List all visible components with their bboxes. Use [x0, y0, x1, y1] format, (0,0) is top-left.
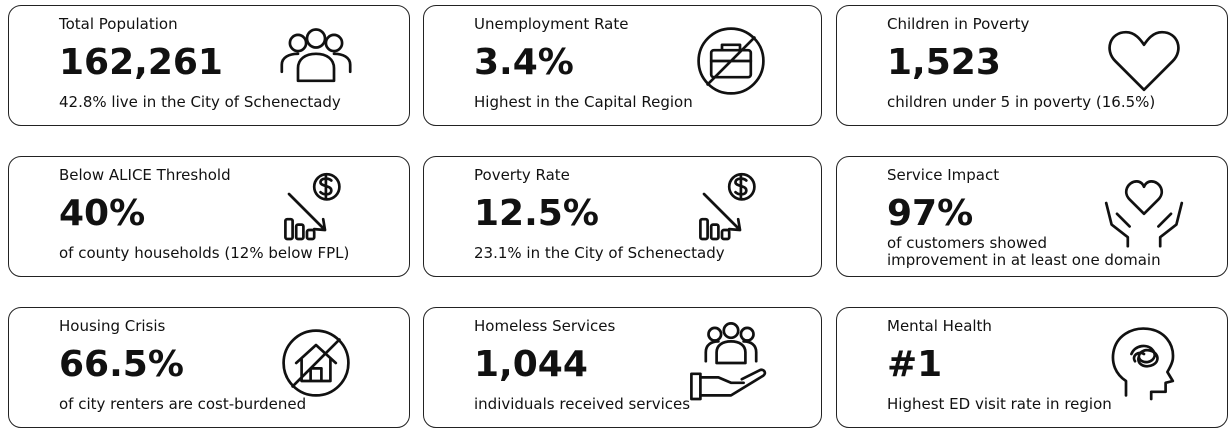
- stat-card: Homeless Services 1,044 individuals receiv…: [423, 307, 822, 428]
- icon-part: [284, 217, 294, 241]
- description-line: Highest ED visit rate in region: [887, 395, 1112, 413]
- icon-part: [305, 228, 316, 241]
- card-label: Children in Poverty: [887, 15, 1030, 33]
- description-line: improvement in at least one domain: [887, 251, 1161, 269]
- icon: [284, 172, 341, 241]
- card-value: 162,261: [59, 42, 223, 83]
- icon-part: [312, 172, 341, 201]
- icon-part: [702, 192, 742, 232]
- card-value: 3.4%: [474, 42, 574, 83]
- card-description: children under 5 in poverty (16.5%): [887, 94, 1155, 111]
- icon-part: [720, 228, 731, 241]
- stat-card: Housing Crisis 66.5% of city renters are c…: [8, 307, 410, 428]
- stat-card: Mental Health #1 Highest ED visit rate in …: [836, 307, 1228, 428]
- card-label: Housing Crisis: [59, 317, 166, 335]
- card-label: Homeless Services: [474, 317, 616, 335]
- icon-part: [690, 372, 702, 401]
- stat-card: Poverty Rate 12.5% 23.1% in the City of Sc…: [423, 156, 822, 277]
- icon: [699, 172, 756, 241]
- card-value: 66.5%: [59, 344, 184, 385]
- icon-part: [704, 340, 758, 365]
- icon-part: [727, 172, 756, 201]
- stat-card: Unemployment Rate 3.4% Highest in the Capi…: [423, 5, 822, 126]
- icon-part: [287, 192, 327, 232]
- icon-part: [1108, 30, 1180, 92]
- card-value: 12.5%: [474, 193, 599, 234]
- icon-part: [324, 33, 344, 53]
- card-label: Total Population: [59, 15, 178, 33]
- icon-part: [1111, 327, 1175, 401]
- card-value: #1: [887, 344, 943, 385]
- icon-part: [707, 326, 723, 342]
- description-line: children under 5 in poverty (16.5%): [887, 93, 1156, 111]
- icon-part: [288, 33, 308, 53]
- card-value: 1,523: [887, 42, 1001, 83]
- card-description: Highest ED visit rate in region: [887, 396, 1112, 413]
- card-value: 1,044: [474, 344, 588, 385]
- card-label: Below ALICE Threshold: [59, 166, 231, 184]
- icon: [690, 322, 767, 401]
- description-line: of customers showed: [887, 234, 1047, 252]
- icon-part: [305, 28, 327, 49]
- icon: [1111, 327, 1175, 401]
- icon-part: [1104, 201, 1184, 248]
- card-description: of city renters are cost-burdened: [59, 396, 306, 413]
- card-value: 97%: [887, 193, 974, 234]
- icon-part: [699, 368, 767, 397]
- icon-part: [280, 52, 352, 83]
- icon-part: [1124, 180, 1164, 216]
- description-line: of county households (12% below FPL): [59, 244, 350, 262]
- card-label: Service Impact: [887, 166, 1000, 184]
- icon-part: [739, 326, 755, 342]
- icon-part: [697, 27, 765, 95]
- card-description: 42.8% live in the City of Schenectady: [59, 94, 341, 111]
- card-description: of county households (12% below FPL): [59, 245, 349, 262]
- card-label: Mental Health: [887, 317, 992, 335]
- icon-part: [699, 217, 709, 241]
- description-line: Highest in the Capital Region: [474, 93, 693, 111]
- card-description: Highest in the Capital Region: [474, 94, 693, 111]
- icon-part: [709, 48, 753, 79]
- icon-part: [1130, 344, 1159, 368]
- icon: [1104, 180, 1184, 248]
- icon-part: [319, 174, 333, 199]
- icon-part: [709, 223, 720, 241]
- description-line: of city renters are cost-burdened: [59, 395, 307, 413]
- icon: [282, 329, 350, 397]
- icon-part: [706, 36, 756, 86]
- card-value: 40%: [59, 193, 146, 234]
- stat-card: Children in Poverty 1,523 children under 5…: [836, 5, 1228, 126]
- description-line: individuals received services: [474, 395, 691, 413]
- card-description: 23.1% in the City of Schenectady: [474, 245, 725, 262]
- stat-card: Total Population 162,261 42.8% live in the…: [8, 5, 410, 126]
- icon: [280, 28, 352, 83]
- card-label: Unemployment Rate: [474, 15, 629, 33]
- icon-part: [291, 338, 341, 388]
- stat-card: Below ALICE Threshold 40% of county househ…: [8, 156, 410, 277]
- icon-part: [734, 174, 748, 199]
- icon: [697, 27, 765, 95]
- card-label: Poverty Rate: [474, 166, 570, 184]
- icon: [1108, 30, 1180, 92]
- icon-part: [722, 322, 740, 340]
- description-line: 42.8% live in the City of Schenectady: [59, 93, 341, 111]
- icon-part: [282, 329, 350, 397]
- description-line: 23.1% in the City of Schenectady: [474, 244, 725, 262]
- icon-part: [294, 223, 305, 241]
- card-description: of customers showed improvement in at lea…: [887, 235, 1161, 269]
- stat-card: Service Impact 97% of customers showed impr…: [836, 156, 1228, 277]
- card-description: individuals received services: [474, 396, 690, 413]
